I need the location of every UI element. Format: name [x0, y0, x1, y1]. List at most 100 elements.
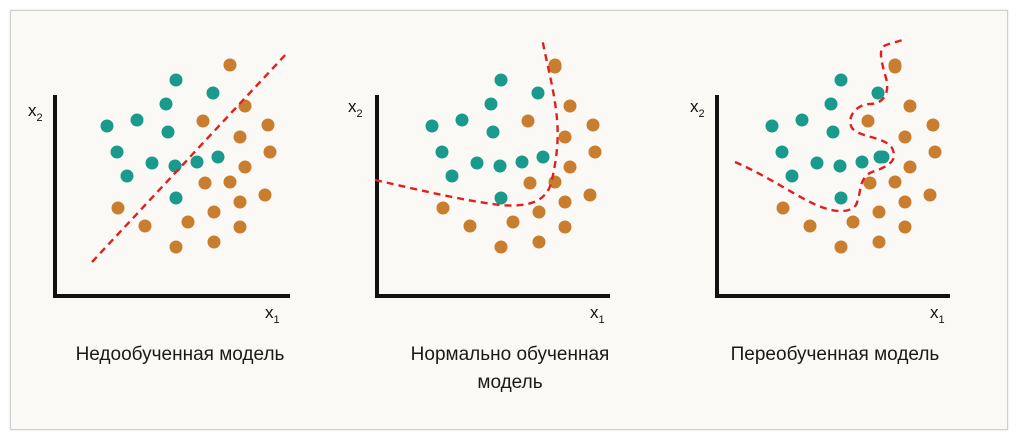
- class-b-point: [863, 176, 877, 190]
- class-b-point: [261, 118, 275, 132]
- class-a-point: [145, 156, 159, 170]
- points-good-fit: [425, 58, 602, 254]
- class-a-point: [826, 125, 840, 139]
- class-b-point: [903, 99, 917, 113]
- decision-boundary-underfit: [91, 51, 289, 263]
- class-a-point: [494, 73, 508, 87]
- class-b-point: [494, 240, 508, 254]
- class-a-point: [425, 119, 439, 133]
- y-axis-label-overfit: x2: [690, 97, 705, 120]
- class-a-point: [493, 159, 507, 173]
- x-axis-label-underfit: x1: [265, 303, 280, 326]
- class-b-point: [111, 201, 125, 215]
- class-a-point: [435, 145, 449, 159]
- class-b-point: [223, 58, 237, 72]
- class-b-point: [238, 160, 252, 174]
- class-a-point: [834, 73, 848, 87]
- class-b-point: [846, 215, 860, 229]
- class-b-point: [233, 130, 247, 144]
- x-axis-label-overfit: x1: [930, 303, 945, 326]
- class-a-point: [100, 119, 114, 133]
- decision-boundary-overfit: [734, 36, 907, 213]
- class-b-point: [169, 240, 183, 254]
- axes-good-fit: [375, 95, 610, 298]
- class-b-point: [898, 220, 912, 234]
- class-b-point: [558, 220, 572, 234]
- class-a-point: [130, 113, 144, 127]
- class-a-point: [824, 97, 838, 111]
- class-a-point: [169, 191, 183, 205]
- class-a-point: [765, 119, 779, 133]
- class-a-point: [445, 169, 459, 183]
- class-b-point: [903, 160, 917, 174]
- class-a-point: [833, 159, 847, 173]
- class-b-point: [233, 220, 247, 234]
- caption-overfit: Переобученная модель: [730, 344, 940, 365]
- class-b-point: [463, 219, 477, 233]
- panel-underfit: x2 x1: [28, 51, 290, 326]
- class-b-point: [898, 195, 912, 209]
- y-axis-label-underfit: x2: [28, 101, 43, 124]
- class-a-point: [120, 169, 134, 183]
- class-a-point: [168, 159, 182, 173]
- class-b-point: [888, 60, 902, 74]
- class-b-point: [258, 188, 272, 202]
- panel-good-fit: x2 x1: [348, 37, 610, 326]
- class-b-point: [138, 219, 152, 233]
- class-b-point: [506, 215, 520, 229]
- class-a-point: [110, 145, 124, 159]
- x-axis-label-good-fit: x1: [590, 303, 605, 326]
- y-axis-label-good-fit: x2: [348, 97, 363, 120]
- class-b-point: [586, 118, 600, 132]
- class-b-point: [523, 176, 537, 190]
- class-b-point: [563, 160, 577, 174]
- class-b-point: [521, 114, 535, 128]
- class-b-point: [928, 145, 942, 159]
- class-b-point: [198, 176, 212, 190]
- class-b-point: [861, 114, 875, 128]
- class-b-point: [436, 201, 450, 215]
- class-b-point: [872, 235, 886, 249]
- class-b-point: [588, 145, 602, 159]
- points-underfit: [100, 58, 277, 254]
- decision-boundary-good-fit: [374, 37, 559, 207]
- class-a-point: [536, 150, 550, 164]
- class-a-point: [515, 155, 529, 169]
- class-a-point: [206, 86, 220, 100]
- class-a-point: [873, 150, 887, 164]
- class-a-point: [855, 155, 869, 169]
- class-b-point: [532, 235, 546, 249]
- class-a-point: [484, 97, 498, 111]
- class-b-point: [776, 201, 790, 215]
- class-b-point: [181, 215, 195, 229]
- class-b-point: [803, 219, 817, 233]
- class-b-point: [207, 205, 221, 219]
- class-a-point: [169, 73, 183, 87]
- class-b-point: [223, 175, 237, 189]
- axes-underfit: [53, 95, 290, 298]
- class-b-point: [872, 205, 886, 219]
- points-overfit: [765, 58, 942, 254]
- class-b-point: [834, 240, 848, 254]
- class-b-point: [888, 175, 902, 189]
- caption-good-fit: Нормально обученная модель: [410, 344, 610, 393]
- class-b-point: [196, 114, 210, 128]
- class-a-point: [871, 86, 885, 100]
- class-b-point: [558, 195, 572, 209]
- class-b-point: [532, 205, 546, 219]
- class-a-point: [190, 155, 204, 169]
- class-a-point: [834, 191, 848, 205]
- class-a-point: [470, 156, 484, 170]
- class-a-point: [159, 97, 173, 111]
- class-b-point: [926, 118, 940, 132]
- class-b-point: [898, 130, 912, 144]
- class-a-point: [455, 113, 469, 127]
- class-b-point: [233, 195, 247, 209]
- panel-overfit: x2 x1: [690, 36, 950, 326]
- axes-overfit: [715, 95, 950, 298]
- class-a-point: [795, 113, 809, 127]
- class-b-point: [263, 145, 277, 159]
- class-a-point: [785, 169, 799, 183]
- class-a-point: [531, 86, 545, 100]
